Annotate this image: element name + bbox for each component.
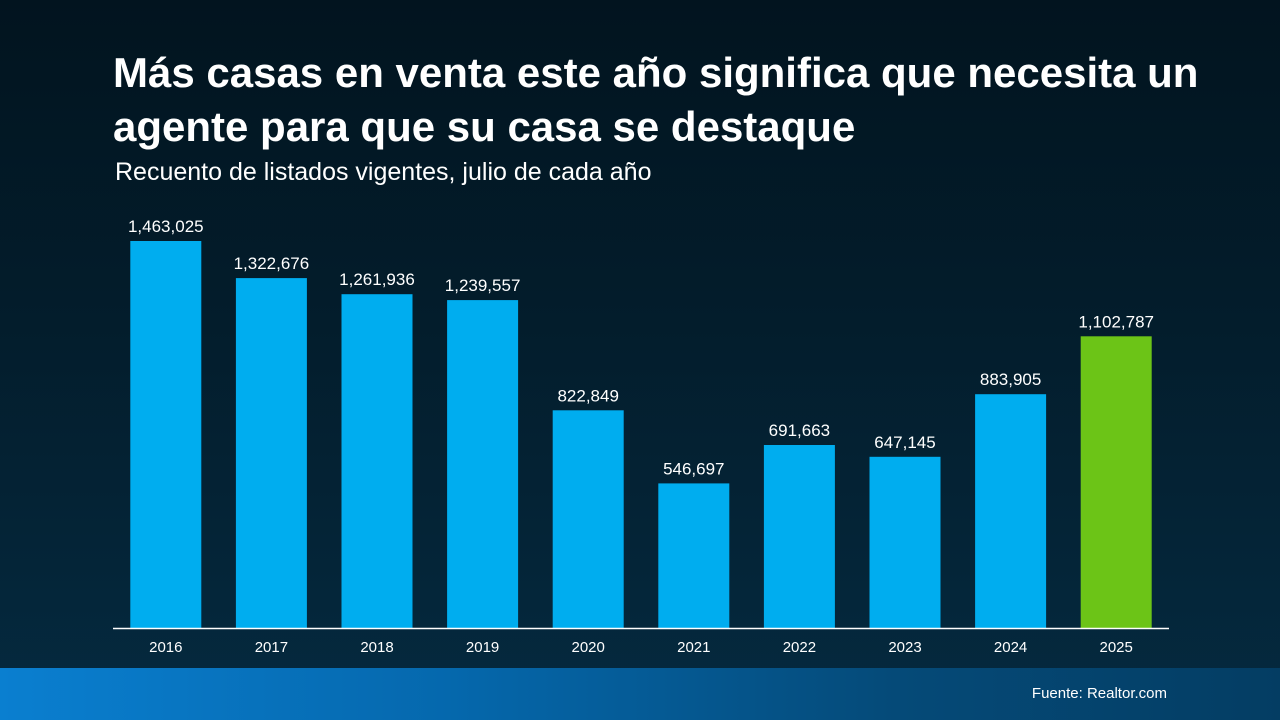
- bar-2022: [763, 445, 835, 628]
- value-label-2020: 822,849: [557, 386, 618, 405]
- chart-title: Más casas en venta este año significa qu…: [113, 49, 1199, 150]
- bar-2018: [341, 294, 413, 628]
- x-tick-label-2016: 2016: [149, 639, 182, 656]
- x-tick-label-2021: 2021: [677, 639, 710, 656]
- value-label-2017: 1,322,676: [234, 254, 310, 273]
- x-tick-label-2019: 2019: [466, 639, 499, 656]
- x-tick-label-2018: 2018: [360, 639, 393, 656]
- value-label-2019: 1,239,557: [445, 276, 521, 295]
- chart-subtitle: Recuento de listados vigentes, julio de …: [115, 158, 652, 186]
- value-labels-layer: 1,463,025 1,322,676 1,261,936 1,239,557 822,…: [128, 217, 1154, 478]
- value-label-2024: 883,905: [980, 370, 1041, 389]
- x-tick-label-2025: 2025: [1100, 639, 1133, 656]
- bar-2016: [130, 241, 202, 628]
- tick-labels-layer: 2016 2017 2018 2019 2020 2021 2022 2023 2024 2025: [149, 639, 1133, 656]
- x-tick-label-2022: 2022: [783, 639, 816, 656]
- value-label-2021: 546,697: [663, 459, 724, 478]
- bar-2020: [552, 410, 624, 628]
- bars-layer: [130, 241, 1152, 628]
- value-label-2022: 691,663: [769, 421, 830, 440]
- x-tick-label-2024: 2024: [994, 639, 1027, 656]
- bar-2023: [869, 456, 941, 628]
- value-label-2025: 1,102,787: [1078, 312, 1154, 331]
- value-label-2016: 1,463,025: [128, 217, 204, 236]
- value-label-2023: 647,145: [874, 433, 935, 452]
- x-tick-label-2017: 2017: [255, 639, 288, 656]
- bar-2024: [975, 394, 1047, 628]
- footer-bar: Fuente: Realtor.com: [0, 668, 1280, 720]
- x-tick-label-2023: 2023: [888, 639, 921, 656]
- bar-2017: [235, 278, 307, 628]
- bar-2019: [447, 300, 519, 628]
- x-tick-label-2020: 2020: [572, 639, 605, 656]
- bar-2025: [1080, 336, 1152, 628]
- value-label-2018: 1,261,936: [339, 270, 415, 289]
- bar-2021: [658, 483, 730, 628]
- bar-chart: 1,463,025 1,322,676 1,261,936 1,239,557 822,…: [128, 217, 1154, 656]
- source-label: Fuente: Realtor.com: [1031, 685, 1167, 702]
